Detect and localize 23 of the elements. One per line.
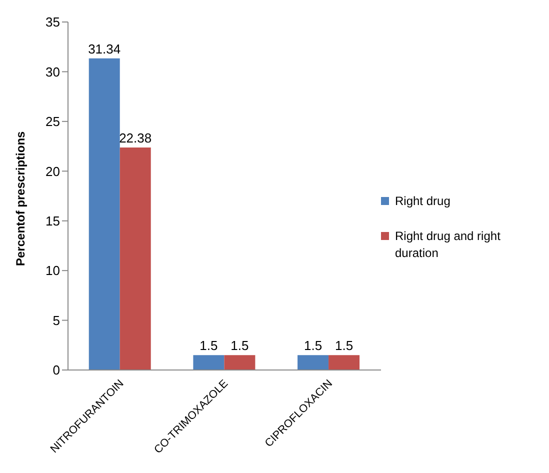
bar [298,355,329,370]
y-tick-label: 0 [52,362,60,378]
y-tick-label: 10 [46,263,60,278]
data-label: 1.5 [334,338,354,354]
y-tick-label: 35 [46,14,60,30]
data-label: 1.5 [304,338,322,354]
data-label: 1.5 [230,338,249,354]
data-label: 31.34 [88,41,121,56]
bar [193,355,224,370]
y-tick-label: 30 [46,64,60,80]
data-label: 22.38 [119,130,152,146]
bar [224,355,256,370]
legend-label: Right drug and right duration [395,228,502,262]
data-label: 1.5 [200,338,218,354]
y-tick-label: 15 [46,213,60,228]
y-tick-label: 25 [46,114,60,130]
y-tick-label: 20 [46,164,60,179]
bar [328,355,360,370]
y-tick-label: 5 [52,312,60,328]
bar [88,58,120,370]
y-axis-title: Percentof prescriptions [13,130,28,266]
legend-label: Right drug [395,193,450,210]
bar [120,147,151,370]
